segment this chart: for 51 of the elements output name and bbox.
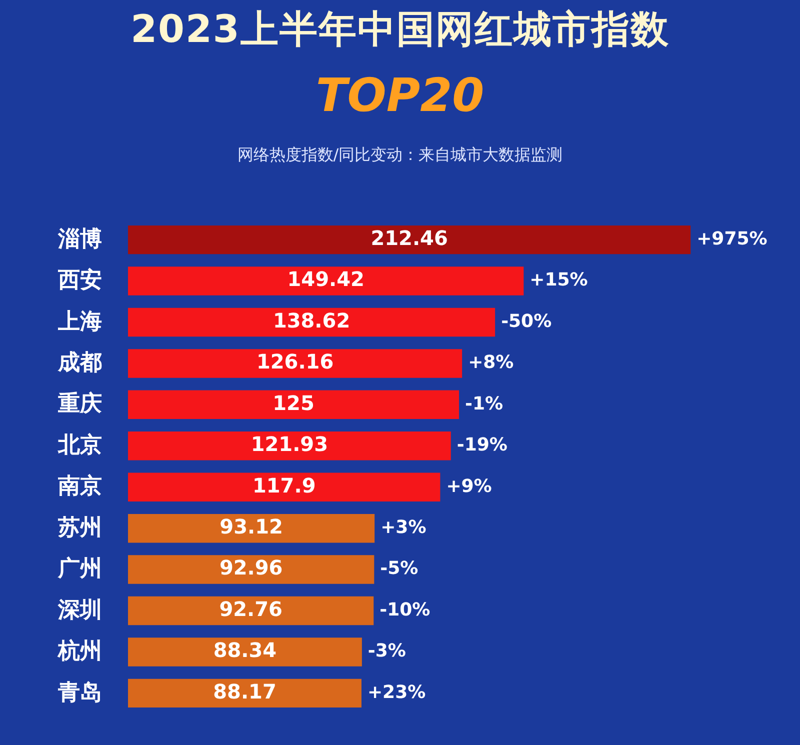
- y-tick-label: 重庆: [57, 390, 102, 416]
- y-tick-label: 成都: [57, 350, 102, 375]
- chart-subtitle: TOP20: [314, 68, 486, 122]
- bar: [128, 349, 462, 378]
- data-label: 149.42: [287, 267, 364, 292]
- annotation: +975%: [696, 228, 768, 250]
- bar: [128, 432, 451, 460]
- data-label: 92.76: [219, 596, 282, 621]
- y-tick-label: 淄博: [57, 226, 102, 251]
- y-tick-label: 深圳: [57, 596, 102, 622]
- data-label: 117.9: [252, 473, 316, 498]
- annotation: -10%: [380, 599, 430, 620]
- bar: [128, 555, 374, 584]
- bar: [128, 390, 459, 420]
- y-tick-label: 西安: [57, 267, 102, 292]
- data-label: 121.93: [250, 432, 328, 456]
- annotation: +23%: [367, 682, 426, 703]
- annotation: -1%: [465, 393, 504, 414]
- y-tick-label: 广州: [57, 556, 102, 581]
- data-label: 92.96: [219, 556, 283, 580]
- data-label: 125: [272, 390, 314, 415]
- annotation: -5%: [380, 558, 418, 580]
- annotation: +15%: [530, 270, 588, 291]
- bar: [128, 678, 362, 708]
- bar: [128, 472, 440, 502]
- data-label: 212.46: [370, 226, 448, 250]
- bar: [128, 514, 375, 543]
- y-tick-label: 苏州: [57, 514, 102, 540]
- y-tick-label: 南京: [57, 473, 102, 498]
- annotation: -50%: [501, 310, 552, 332]
- data-label: 126.16: [256, 350, 334, 374]
- y-tick-label: 上海: [57, 308, 102, 334]
- data-label: 88.17: [213, 679, 276, 704]
- annotation: +9%: [446, 476, 492, 497]
- bar: [128, 638, 362, 666]
- chart-title: 2023上半年中国网红城市指数: [130, 6, 670, 53]
- annotation: -19%: [456, 434, 508, 456]
- bar: [128, 596, 374, 626]
- y-tick-label: 杭州: [57, 638, 102, 664]
- y-tick-label: 青岛: [57, 679, 102, 704]
- data-label: 93.12: [220, 514, 283, 539]
- annotation: -3%: [368, 640, 406, 662]
- y-tick-label: 北京: [57, 432, 102, 457]
- data-label: 88.34: [213, 638, 277, 662]
- annotation: +8%: [468, 352, 514, 374]
- annotation: +3%: [380, 516, 426, 538]
- bar: [128, 266, 524, 296]
- bar: [128, 225, 691, 254]
- bar: [128, 308, 496, 337]
- data-label: 138.62: [272, 308, 350, 332]
- text: 网络热度指数/同比变动：来自城市大数据监测: [236, 145, 564, 166]
